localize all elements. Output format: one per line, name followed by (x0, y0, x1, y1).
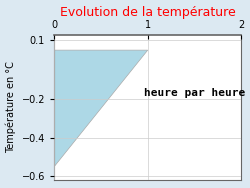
Y-axis label: Température en °C: Température en °C (6, 61, 16, 153)
Title: Evolution de la température: Evolution de la température (60, 6, 236, 19)
Text: heure par heure: heure par heure (144, 88, 245, 98)
Polygon shape (54, 50, 148, 167)
